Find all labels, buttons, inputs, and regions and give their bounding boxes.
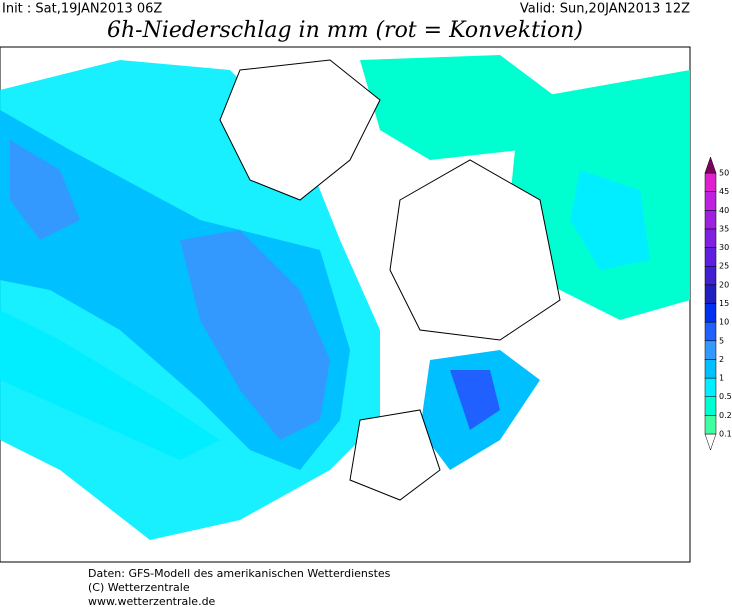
legend-label: 0.1: [719, 430, 732, 439]
legend-swatch: [704, 340, 717, 360]
legend-swatch: [704, 172, 717, 192]
legend-bottom-cap: [704, 433, 717, 451]
legend-label: 1: [719, 374, 724, 383]
legend-label: 0.2: [719, 411, 732, 420]
legend-swatch: [704, 228, 717, 248]
legend-swatch: [704, 321, 717, 342]
init-label: Init : Sat,19JAN2013 06Z: [2, 2, 162, 17]
footer-line: Daten: GFS-Modell des amerikanischen Wet…: [88, 567, 391, 580]
legend-label: 20: [719, 280, 729, 289]
legend-swatch: [704, 396, 717, 416]
legend-label: 5: [719, 336, 724, 345]
legend-swatch: [704, 210, 717, 230]
legend-label: 2: [719, 355, 724, 364]
legend-label: 0.5: [719, 392, 732, 401]
legend-label: 45: [719, 187, 729, 196]
valid-label: Valid: Sun,20JAN2013 12Z: [520, 2, 690, 17]
legend-label: 10: [719, 318, 729, 327]
legend-swatch: [704, 191, 717, 211]
legend-label: 25: [719, 262, 729, 271]
legend-swatch: [704, 284, 717, 304]
legend-label: 40: [719, 206, 729, 215]
legend-top-cap: [704, 156, 717, 174]
legend-label: 15: [719, 299, 729, 308]
map-title: 6h-Niederschlag in mm (rot = Konvektion): [107, 18, 583, 43]
legend-label: 30: [719, 243, 729, 252]
footer-line: www.wetterzentrale.de: [88, 595, 216, 607]
legend-swatch: [704, 265, 717, 286]
legend-swatch: [704, 377, 717, 397]
legend-label: 50: [719, 169, 729, 178]
legend-label: 35: [719, 224, 729, 233]
legend-swatch: [704, 415, 717, 435]
footer-line: (C) Wetterzentrale: [88, 581, 190, 594]
map: [0, 46, 691, 563]
legend-swatch: [704, 303, 717, 323]
legend-swatch: [704, 359, 717, 379]
legend-swatch: [704, 247, 717, 267]
